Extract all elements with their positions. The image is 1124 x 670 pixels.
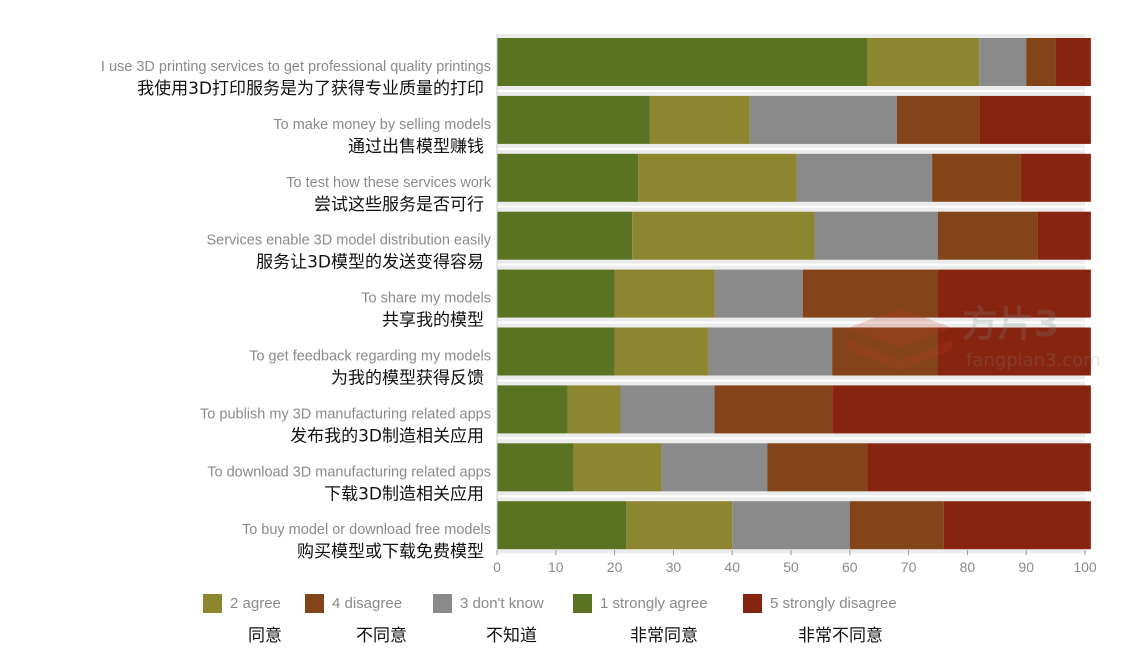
bar-segment bbox=[1037, 211, 1091, 260]
category-label-zh: 共享我的模型 bbox=[382, 311, 484, 331]
bar-segment bbox=[732, 501, 850, 550]
legend: 2 agree 同意 4 disagree 不同意 3 don't know 不知道 1 s… bbox=[203, 594, 897, 646]
category-label: To test how these services work bbox=[286, 175, 491, 191]
x-tick-label: 20 bbox=[607, 559, 623, 575]
bar-segment bbox=[620, 385, 715, 434]
bar-segment bbox=[932, 153, 1021, 202]
bar-segment bbox=[708, 327, 833, 376]
bar-segment bbox=[649, 95, 750, 144]
category-label: I use 3D printing services to get profes… bbox=[101, 59, 491, 75]
legend-label: 1 strongly agree bbox=[600, 595, 708, 612]
bar-segment bbox=[567, 385, 621, 434]
bar-segment bbox=[632, 211, 815, 260]
category-label-zh: 尝试这些服务是否可行 bbox=[314, 195, 484, 215]
category-label: To make money by selling models bbox=[273, 117, 491, 133]
category-label-zh: 服务让3D模型的发送变得容易 bbox=[256, 253, 484, 273]
x-tick-label: 60 bbox=[842, 559, 858, 575]
category-label-zh: 发布我的3D制造相关应用 bbox=[290, 426, 484, 446]
legend-label: 2 agree bbox=[230, 595, 281, 612]
category-label-zh: 下载3D制造相关应用 bbox=[324, 484, 484, 504]
bar-segment bbox=[938, 211, 1038, 260]
bar-segment bbox=[814, 211, 938, 260]
legend-label-zh: 非常同意 bbox=[630, 626, 698, 646]
category-label-zh: 我使用3D打印服务是为了获得专业质量的打印 bbox=[137, 78, 484, 99]
bar-segment bbox=[497, 443, 574, 492]
x-tick-label: 40 bbox=[724, 559, 740, 575]
bar-segment bbox=[661, 443, 768, 492]
bar-segment bbox=[573, 443, 662, 492]
bar-segment bbox=[832, 327, 938, 376]
bar-segment bbox=[638, 153, 797, 202]
bar-segment bbox=[802, 269, 938, 318]
bar-segment bbox=[714, 385, 833, 434]
bar-segment bbox=[714, 269, 803, 318]
bar-segment bbox=[614, 327, 709, 376]
legend-label-zh: 同意 bbox=[248, 626, 282, 646]
bar-segment bbox=[497, 501, 627, 550]
x-tick-label: 90 bbox=[1018, 559, 1034, 575]
category-label: To buy model or download free models bbox=[242, 522, 491, 538]
category-label: Services enable 3D model distribution ea… bbox=[206, 233, 491, 249]
bar-segment bbox=[938, 269, 1091, 318]
bar-segment bbox=[497, 327, 615, 376]
legend-swatch bbox=[433, 594, 452, 613]
category-label-zh: 购买模型或下载免费模型 bbox=[297, 542, 484, 562]
legend-label-zh: 非常不同意 bbox=[798, 626, 883, 646]
bar-segment bbox=[896, 95, 980, 144]
category-label: To share my models bbox=[361, 291, 491, 307]
category-label: To download 3D manufacturing related app… bbox=[207, 464, 491, 480]
legend-label: 5 strongly disagree bbox=[770, 595, 897, 612]
legend-swatch bbox=[743, 594, 762, 613]
bar-segment bbox=[497, 153, 639, 202]
x-tick-label: 70 bbox=[901, 559, 917, 575]
bar-segment bbox=[497, 38, 868, 86]
bar-segment bbox=[1020, 153, 1091, 202]
bar-segment bbox=[497, 385, 568, 434]
legend-swatch bbox=[305, 594, 324, 613]
x-tick-label: 100 bbox=[1073, 559, 1097, 575]
legend-label: 4 disagree bbox=[332, 595, 402, 612]
category-labels: I use 3D printing services to get profes… bbox=[101, 59, 492, 562]
x-axis: 0 10 20 30 40 50 60 70 80 90 100 bbox=[493, 34, 1097, 575]
bar-segment bbox=[849, 501, 944, 550]
legend-swatch bbox=[573, 594, 592, 613]
bar-segment bbox=[1055, 38, 1091, 86]
bar-segment bbox=[867, 38, 980, 86]
x-tick-label: 0 bbox=[493, 559, 501, 575]
x-tick-label: 50 bbox=[783, 559, 799, 575]
bar-segment bbox=[749, 95, 897, 144]
bar-segment bbox=[614, 269, 715, 318]
bar-segment bbox=[497, 211, 633, 260]
bar-segment bbox=[832, 385, 1091, 434]
category-label-zh: 通过出售模型赚钱 bbox=[348, 137, 484, 157]
bar-segment bbox=[1026, 38, 1056, 86]
bar-segment bbox=[938, 327, 1091, 376]
x-tick-label: 80 bbox=[960, 559, 976, 575]
legend-label-zh: 不知道 bbox=[486, 626, 537, 646]
legend-label: 3 don't know bbox=[460, 595, 544, 612]
x-tick-label: 10 bbox=[548, 559, 564, 575]
bar-segment bbox=[979, 38, 1027, 86]
x-tick-label: 30 bbox=[666, 559, 682, 575]
legend-swatch bbox=[203, 594, 222, 613]
bar-segment bbox=[626, 501, 733, 550]
bar-segment bbox=[796, 153, 933, 202]
bar-segment bbox=[979, 95, 1091, 144]
bar-segment bbox=[767, 443, 868, 492]
category-label: To get feedback regarding my models bbox=[249, 349, 491, 365]
bar-segment bbox=[943, 501, 1091, 550]
bar-segments bbox=[497, 38, 1091, 550]
legend-label-zh: 不同意 bbox=[356, 626, 407, 646]
category-label-zh: 为我的模型获得反馈 bbox=[331, 369, 484, 389]
bar-segment bbox=[497, 95, 650, 144]
category-label: To publish my 3D manufacturing related a… bbox=[200, 406, 491, 422]
bar-segment bbox=[867, 443, 1091, 492]
bar-segment bbox=[497, 269, 615, 318]
